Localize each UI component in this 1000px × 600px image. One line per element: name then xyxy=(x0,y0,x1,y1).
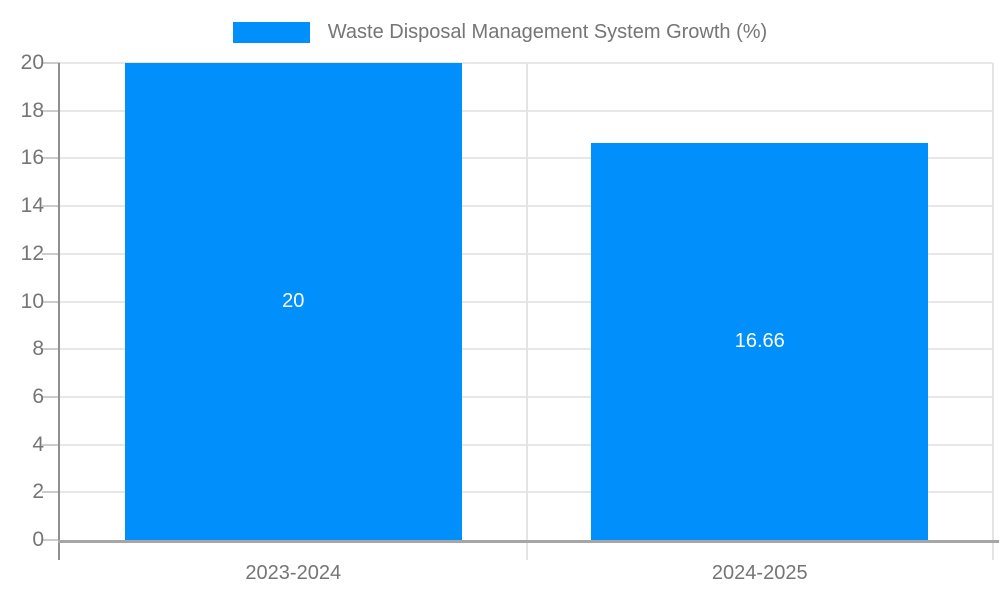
y-tick-mark xyxy=(42,348,60,351)
x-axis-category-label: 2024-2025 xyxy=(711,562,808,584)
y-tick-mark xyxy=(42,157,60,160)
y-tick-mark xyxy=(42,443,60,446)
legend-label: Waste Disposal Management System Growth … xyxy=(327,20,768,43)
bar-value-label: 20 xyxy=(282,290,305,312)
y-tick-mark xyxy=(42,205,60,208)
legend-swatch xyxy=(232,21,310,43)
y-tick-mark xyxy=(42,491,60,494)
bar-value-label: 16.66 xyxy=(734,329,785,352)
x-axis-category-label: 2023-2024 xyxy=(245,562,342,584)
y-axis-tick-label: 20 xyxy=(20,51,44,74)
y-tick-mark xyxy=(42,539,60,541)
y-tick-mark xyxy=(42,62,60,64)
bar-2024-2025[interactable]: 16.66 xyxy=(591,142,929,540)
y-axis-tick-label: 4 xyxy=(32,432,44,456)
y-axis-tick-label: 8 xyxy=(32,337,44,361)
y-axis-tick-label: 0 xyxy=(32,528,44,551)
y-axis-tick-label: 6 xyxy=(32,384,44,408)
y-tick-mark xyxy=(42,252,60,255)
y-tick-mark xyxy=(42,109,60,112)
x-axis-line xyxy=(58,540,999,543)
v-gridline xyxy=(992,63,994,560)
y-axis-tick-label: 10 xyxy=(20,289,44,313)
y-axis-tick-label: 16 xyxy=(20,146,44,170)
y-axis-tick-label: 12 xyxy=(20,241,44,265)
y-tick-mark xyxy=(42,395,60,398)
y-axis-line xyxy=(58,63,60,560)
y-tick-mark xyxy=(42,300,60,303)
v-gridline xyxy=(525,63,528,560)
y-axis-tick-label: 14 xyxy=(20,194,44,218)
chart-legend[interactable]: Waste Disposal Management System Growth … xyxy=(0,20,1000,44)
y-axis-tick-label: 18 xyxy=(20,98,44,122)
bar-2023-2024[interactable]: 20 xyxy=(124,63,462,540)
y-axis-tick-label: 2 xyxy=(32,480,44,504)
